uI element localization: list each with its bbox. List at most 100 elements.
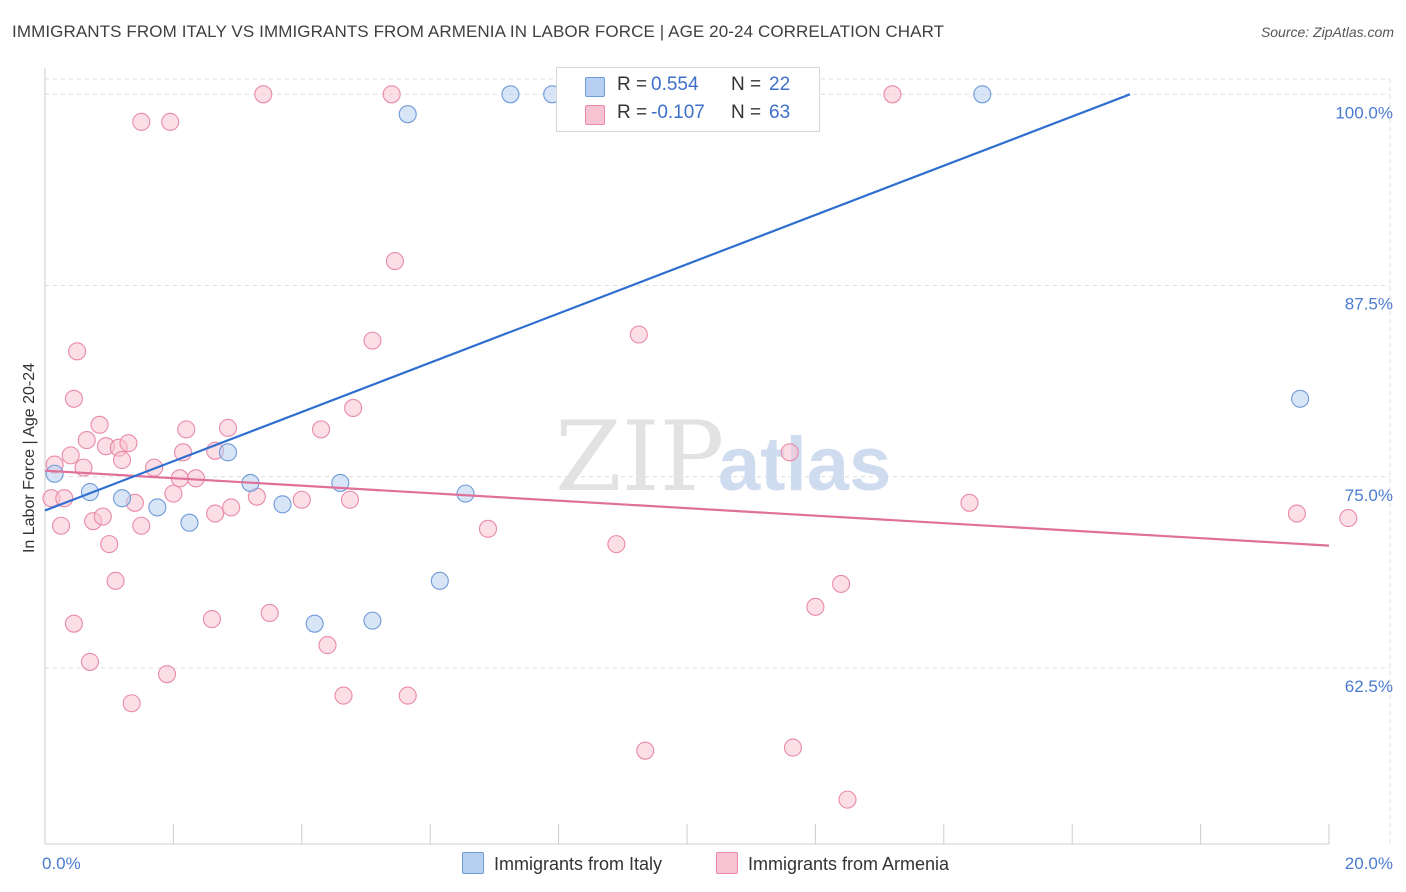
data-point	[832, 574, 851, 593]
y-tick-label: 75.0%	[1345, 486, 1393, 505]
watermark-atlas: atlas	[718, 422, 891, 507]
data-point	[1339, 509, 1358, 528]
legend-r-label: R =	[617, 74, 648, 95]
data-point	[202, 610, 221, 629]
data-point	[1287, 504, 1306, 523]
watermark: ZIP atlas	[555, 401, 891, 513]
data-point	[100, 535, 119, 554]
y-tick-label: 87.5%	[1345, 295, 1393, 314]
data-point	[305, 614, 324, 633]
data-point	[430, 571, 449, 590]
legend-r-value: 0.554	[651, 74, 699, 95]
data-point	[783, 738, 802, 757]
bottom-legend-label-armenia: Immigrants from Armenia	[748, 854, 950, 874]
data-point	[64, 389, 83, 408]
data-point	[164, 484, 183, 503]
y-tick-labels: 100.0% 87.5% 75.0% 62.5%	[1335, 103, 1393, 696]
y-tick-label: 62.5%	[1345, 677, 1393, 696]
trend-lines	[44, 93, 1330, 547]
data-point	[51, 516, 71, 535]
data-point	[112, 489, 132, 508]
data-point	[106, 571, 125, 590]
legend-swatch-italy	[585, 77, 605, 97]
data-point	[61, 446, 80, 465]
data-point	[973, 85, 992, 104]
bottom-legend-armenia: Immigrants from Armenia	[716, 852, 949, 875]
data-point	[478, 519, 498, 538]
chart-title: IMMIGRANTS FROM ITALY VS IMMIGRANTS FROM…	[12, 22, 945, 41]
bottom-legend-swatch-italy	[462, 852, 484, 874]
data-point	[132, 516, 151, 535]
data-point	[636, 741, 655, 760]
legend-n-value: 63	[769, 102, 791, 123]
data-point	[161, 112, 180, 131]
data-point	[260, 603, 279, 623]
x-tick-label: 0.0%	[42, 854, 81, 873]
legend-swatch-armenia	[585, 105, 605, 125]
data-point	[363, 331, 382, 350]
bottom-legend-swatch-armenia	[716, 852, 738, 874]
armenia-points	[42, 85, 1358, 809]
axes	[44, 68, 1330, 845]
data-point	[177, 420, 196, 439]
bottom-legend-label-italy: Immigrants from Italy	[494, 854, 663, 874]
data-point	[806, 597, 825, 616]
data-point	[222, 498, 241, 517]
data-point	[119, 434, 138, 453]
legend-row-italy: R = 0.554 N = 22	[557, 72, 819, 100]
data-point	[80, 652, 99, 671]
data-point	[838, 790, 857, 809]
data-point	[45, 464, 64, 483]
italy-trend-line	[44, 93, 1131, 512]
data-point	[501, 85, 520, 104]
italy-points	[45, 85, 1310, 633]
data-point	[93, 507, 112, 526]
chart-source: Source: ZipAtlas.com	[1260, 24, 1394, 40]
legend-n-label: N =	[731, 102, 762, 123]
data-point	[340, 490, 360, 509]
data-point	[68, 342, 87, 361]
data-point	[112, 450, 132, 470]
data-point	[382, 85, 401, 104]
data-point	[64, 614, 83, 633]
data-point	[629, 325, 648, 344]
data-point	[398, 686, 417, 705]
y-axis-label: In Labor Force | Age 20-24	[21, 363, 38, 553]
data-point	[363, 611, 382, 630]
data-point	[398, 105, 417, 124]
data-point	[218, 418, 238, 437]
data-point	[148, 498, 167, 517]
bottom-legend-italy: Immigrants from Italy	[462, 852, 662, 875]
data-point	[318, 636, 337, 655]
data-point	[385, 252, 404, 271]
legend-n-value: 22	[769, 74, 791, 95]
armenia-trend-line	[44, 469, 1330, 547]
data-point	[607, 535, 626, 554]
data-point	[132, 112, 151, 131]
data-point	[122, 694, 141, 713]
legend-n-label: N =	[731, 74, 762, 95]
data-point	[90, 415, 109, 434]
data-point	[334, 686, 353, 705]
data-point	[456, 484, 475, 503]
data-point	[344, 398, 363, 418]
data-point	[292, 490, 311, 509]
data-point	[273, 495, 292, 514]
data-point	[1291, 389, 1310, 408]
data-point	[157, 665, 177, 684]
data-point	[312, 420, 331, 439]
legend-r-label: R =	[617, 102, 648, 123]
watermark-zip: ZIP	[555, 401, 724, 513]
data-point	[206, 504, 225, 523]
data-point	[883, 85, 902, 104]
data-point	[960, 493, 979, 512]
data-point	[780, 443, 799, 462]
data-point	[180, 513, 199, 532]
legend-r-value: -0.107	[651, 102, 705, 123]
legend: R = 0.554 N = 22 R = -0.107 N = 63	[556, 67, 820, 132]
data-point	[254, 85, 273, 104]
x-tick-label: 20.0%	[1345, 854, 1393, 873]
y-tick-label: 100.0%	[1335, 103, 1393, 122]
data-point	[218, 443, 238, 462]
